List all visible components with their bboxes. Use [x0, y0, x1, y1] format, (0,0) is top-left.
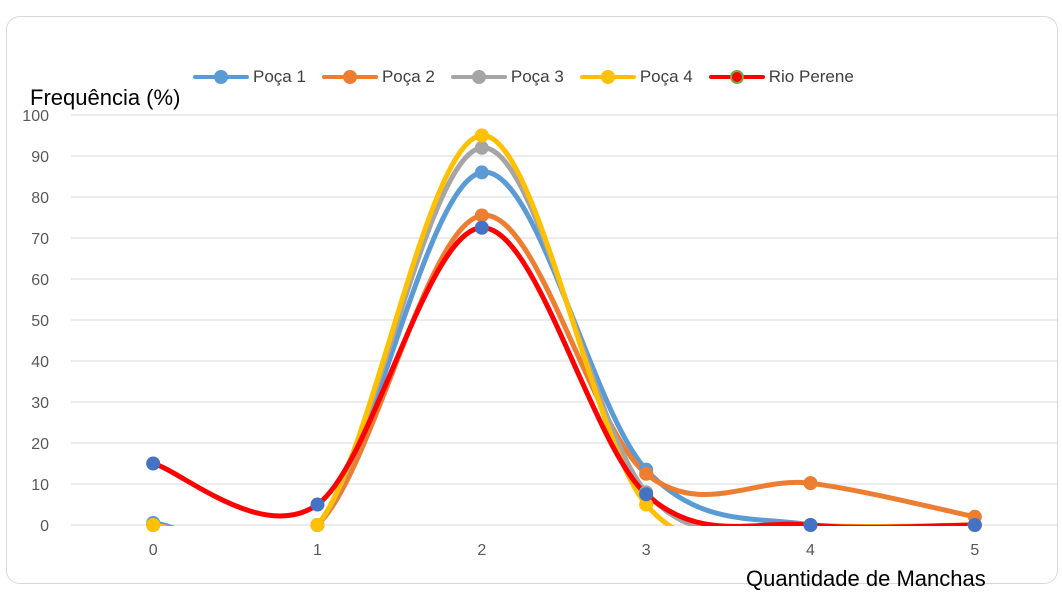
- legend-label-poca-4: Poça 4: [639, 67, 693, 86]
- point-rio-perene-x5: [967, 518, 982, 532]
- legend-item-poca-3[interactable]: Poça 3: [450, 67, 564, 87]
- legend-item-rio-perene[interactable]: Rio Perene: [708, 67, 854, 87]
- point-rio-perene-x0: [146, 456, 161, 471]
- y-tick-label-10: 10: [31, 477, 49, 494]
- legend-swatch-poca-2: [321, 70, 378, 84]
- legend-label-rio-perene: Rio Perene: [768, 67, 854, 86]
- x-tick-label-5: 5: [970, 542, 979, 559]
- y-tick-label-70: 70: [31, 231, 49, 248]
- legend-swatch-poca-3: [450, 70, 507, 84]
- point-poca-4-x2: [474, 128, 489, 143]
- x-tick-label-0: 0: [149, 542, 158, 559]
- plot-area: 0 10 20 30 40 50 60 70 80 90 100 0 1 2 3 4 5: [22, 108, 1057, 559]
- point-poca-2-x3: [639, 466, 654, 481]
- y-tick-label-100: 100: [22, 108, 49, 125]
- x-tick-label-2: 2: [477, 542, 486, 559]
- legend: Poça 1 Poça 2 Poça 3 Poça 4 Rio Perene: [193, 67, 854, 87]
- x-tick-label-1: 1: [313, 542, 322, 559]
- point-rio-perene-x1: [310, 497, 325, 512]
- point-rio-perene-x4: [803, 518, 818, 532]
- point-rio-perene-x3: [639, 487, 654, 502]
- point-poca-3-x2: [474, 140, 489, 155]
- point-poca-2-x4: [803, 476, 818, 491]
- y-tick-label-40: 40: [31, 354, 49, 371]
- point-poca-4-x1: [310, 518, 325, 532]
- series-line-rio-perene: [150, 225, 978, 526]
- chart-area: 0 10 20 30 40 50 60 70 80 90 100 0 1 2 3 4 5 Poça 1 Poça…: [6, 16, 1058, 584]
- x-tick-label-4: 4: [806, 542, 815, 559]
- point-poca-4-x3: [639, 497, 654, 512]
- point-poca-1-x2: [474, 165, 489, 180]
- legend-label-poca-3: Poça 3: [510, 67, 564, 86]
- legend-label-poca-2: Poça 2: [381, 67, 435, 86]
- y-tick-label-0: 0: [40, 518, 49, 535]
- x-axis-title: Quantidade de Manchas: [746, 566, 986, 591]
- y-tick-label-60: 60: [31, 272, 49, 289]
- y-tick-label-90: 90: [31, 149, 49, 166]
- y-tick-label-50: 50: [31, 313, 49, 330]
- y-tick-label-80: 80: [31, 190, 49, 207]
- point-poca-4-x0: [146, 518, 161, 532]
- y-tick-label-20: 20: [31, 436, 49, 453]
- point-rio-perene-x2: [474, 220, 489, 235]
- y-axis-title: Frequência (%): [30, 85, 181, 110]
- legend-item-poca-4[interactable]: Poça 4: [579, 67, 693, 87]
- legend-swatch-poca-4: [579, 70, 636, 84]
- legend-item-poca-1[interactable]: Poça 1: [193, 67, 306, 87]
- y-tick-label-30: 30: [31, 395, 49, 412]
- legend-swatch-poca-1: [193, 70, 249, 84]
- x-tick-label-3: 3: [642, 542, 651, 559]
- point-poca-2-x2: [474, 208, 489, 223]
- legend-swatch-rio-perene: [708, 70, 765, 84]
- series-line-poca-2: [150, 212, 978, 526]
- legend-item-poca-2[interactable]: Poça 2: [321, 67, 435, 87]
- legend-label-poca-1: Poça 1: [253, 67, 306, 86]
